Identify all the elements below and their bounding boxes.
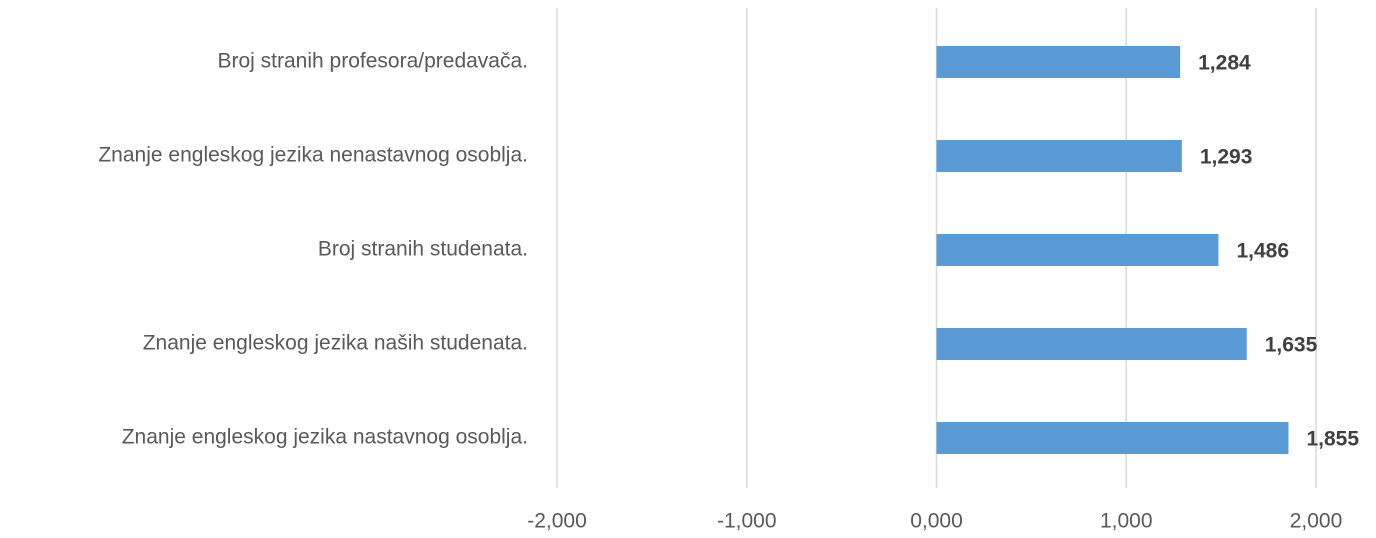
x-tick-label: 2,000 — [1290, 510, 1343, 533]
bar — [936, 46, 1181, 78]
bar — [936, 140, 1182, 172]
bar — [936, 422, 1289, 454]
category-label: Znanje engleskog jezika nenastavnog osob… — [98, 144, 528, 167]
category-label: Broj stranih profesora/predavača. — [218, 50, 529, 73]
value-label: 1,635 — [1265, 334, 1318, 357]
x-tick-label: -2,000 — [527, 510, 587, 533]
x-tick-label: 1,000 — [1100, 510, 1153, 533]
value-label: 1,486 — [1236, 240, 1289, 263]
x-tick-label: -1,000 — [717, 510, 777, 533]
x-tick-label: 0,000 — [910, 510, 963, 533]
bar — [936, 234, 1219, 266]
category-label: Broj stranih studenata. — [318, 238, 528, 261]
category-label: Znanje engleskog jezika naših studenata. — [143, 332, 528, 355]
bar — [936, 328, 1247, 360]
value-label: 1,293 — [1200, 146, 1253, 169]
value-label: 1,284 — [1198, 52, 1251, 75]
category-label: Znanje engleskog jezika nastavnog osoblj… — [122, 426, 528, 449]
value-label: 1,855 — [1306, 428, 1359, 451]
